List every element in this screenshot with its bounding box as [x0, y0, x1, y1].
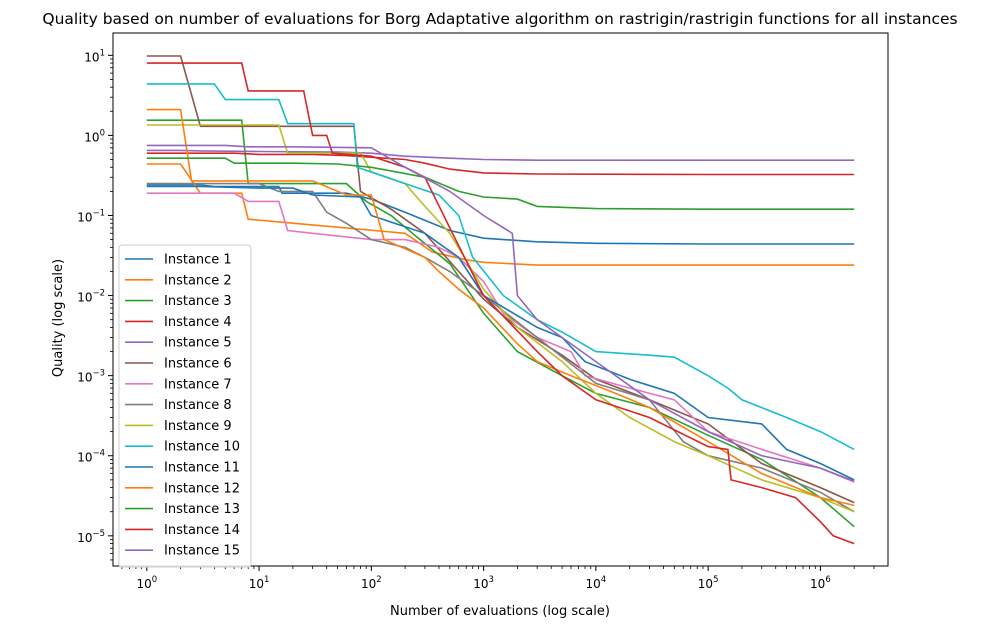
- series-line-instance-14: [146, 62, 855, 545]
- x-tick-label: 101: [249, 575, 270, 591]
- plot-area: [112, 32, 889, 567]
- legend-label: Instance 15: [164, 544, 240, 559]
- series-line-instance-12: [146, 108, 855, 507]
- y-tick-label: 10−4: [77, 449, 105, 465]
- series-line-instance-3: [146, 119, 855, 528]
- chart-title: Quality based on number of evaluations f…: [42, 10, 957, 28]
- x-tick-label: 105: [698, 575, 719, 591]
- legend-label: Instance 3: [164, 294, 232, 309]
- legend-label: Instance 7: [164, 377, 232, 392]
- legend-label: Instance 11: [164, 461, 240, 476]
- x-tick-label: 104: [586, 575, 607, 591]
- y-axis-label: Quality (log scale): [51, 259, 66, 377]
- series-line-instance-9: [146, 124, 855, 513]
- y-tick-label: 10−5: [77, 529, 105, 545]
- series-line-instance-13: [146, 157, 855, 210]
- y-tick-label: 10−2: [77, 289, 105, 305]
- series-line-instance-8: [146, 182, 855, 513]
- legend-label: Instance 10: [164, 440, 240, 455]
- x-tick-label: 100: [136, 575, 157, 591]
- series-line-instance-6: [146, 55, 855, 504]
- legend-label: Instance 9: [164, 419, 232, 434]
- x-tick-label: 102: [361, 575, 382, 591]
- series-line-instance-11: [146, 185, 855, 481]
- legend-label: Instance 14: [164, 523, 240, 538]
- legend-label: Instance 13: [164, 502, 240, 517]
- series-line-instance-10: [146, 83, 855, 451]
- y-tick-label: 101: [84, 48, 105, 64]
- y-tick-label: 100: [84, 128, 105, 144]
- series-line-instance-5: [146, 149, 855, 161]
- legend-label: Instance 12: [164, 481, 240, 496]
- series-line-instance-4: [146, 152, 855, 176]
- series-line-instance-1: [146, 184, 855, 245]
- y-tick-label: 10−1: [77, 208, 105, 224]
- x-axis-label: Number of evaluations (log scale): [390, 604, 610, 619]
- x-tick-label: 103: [473, 575, 494, 591]
- series-line-instance-7: [146, 192, 855, 483]
- x-tick-label: 106: [810, 575, 831, 591]
- x-axis: 100 101 102 103 104 105 106: [121, 566, 875, 591]
- series-line-instance-2: [146, 163, 855, 266]
- legend-label: Instance 1: [164, 253, 232, 268]
- y-axis: 10−5 10−4 10−3 10−2 10−1 100 101: [77, 48, 113, 561]
- legend: Instance 1 Instance 2 Instance 3 Instance 4…: [118, 244, 252, 568]
- legend-label: Instance 5: [164, 336, 232, 351]
- legend-label: Instance 2: [164, 273, 232, 288]
- legend-label: Instance 8: [164, 398, 232, 413]
- series-line-instance-15: [146, 144, 855, 483]
- legend-label: Instance 6: [164, 357, 232, 372]
- legend-box: [118, 244, 252, 568]
- y-tick-label: 10−3: [77, 369, 105, 385]
- legend-label: Instance 4: [164, 315, 232, 330]
